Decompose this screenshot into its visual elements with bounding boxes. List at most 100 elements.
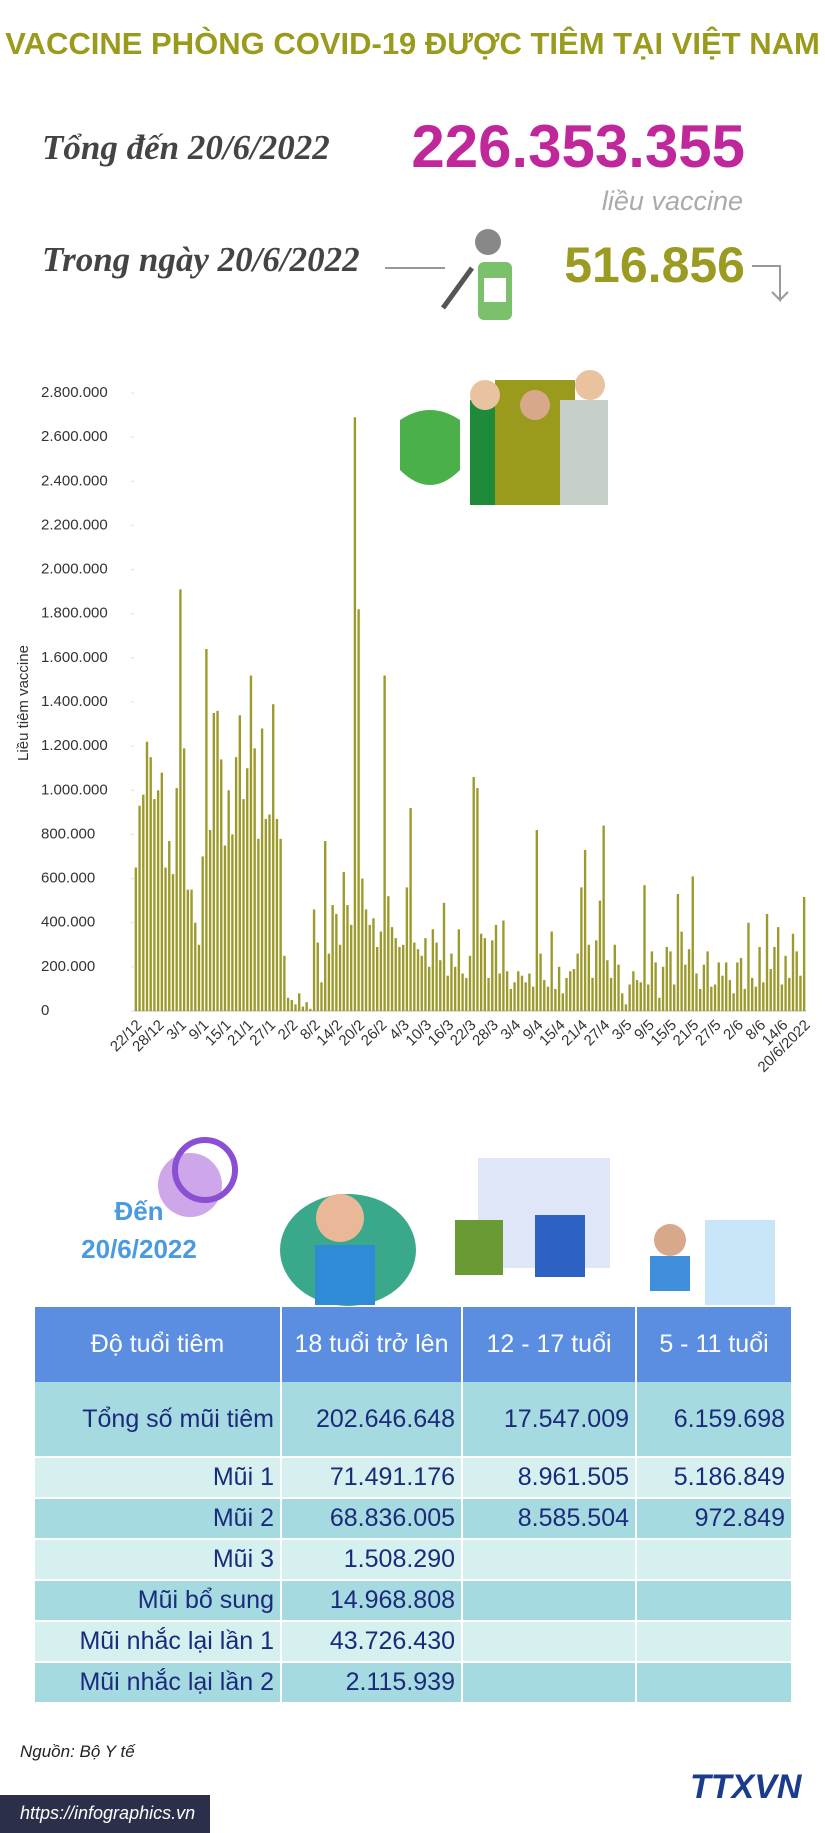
- bar: [483, 938, 487, 1011]
- table-row: Mũi nhắc lại lần 2 2.115.939: [35, 1662, 793, 1704]
- bar: [324, 841, 327, 1011]
- value-cell: 972.849: [636, 1498, 793, 1540]
- bar: [145, 741, 149, 1011]
- bar: [357, 609, 360, 1011]
- bar: [487, 977, 490, 1011]
- y-tick-label: 1.800.000: [41, 605, 108, 622]
- x-tick-label: 27/4: [581, 1017, 614, 1050]
- row-label: Mũi nhắc lại lần 2: [35, 1662, 282, 1704]
- bar: [405, 887, 409, 1011]
- bar: [212, 713, 216, 1011]
- bar: [717, 962, 720, 1011]
- bar: [446, 975, 449, 1011]
- bar: [439, 960, 442, 1011]
- bar: [134, 867, 138, 1011]
- bar: [799, 975, 802, 1011]
- bar: [543, 980, 546, 1011]
- as-of-label: Đến: [114, 1196, 164, 1226]
- bar: [268, 814, 271, 1011]
- bar: [769, 969, 772, 1011]
- bar: [569, 971, 572, 1011]
- bar: [327, 953, 331, 1011]
- value-cell: 17.547.009: [462, 1382, 637, 1458]
- value-cell: [636, 1621, 793, 1663]
- bar: [275, 818, 279, 1011]
- table-row: Mũi 1 71.491.176 8.961.505 5.186.849: [35, 1457, 793, 1499]
- bar: [479, 933, 483, 1011]
- bar: [465, 977, 468, 1011]
- bar: [632, 971, 635, 1011]
- header-cell: 5 - 11 tuổi: [636, 1307, 793, 1382]
- bar: [476, 788, 479, 1011]
- value-cell: [636, 1580, 793, 1622]
- y-tick-label: 2.600.000: [41, 428, 108, 445]
- y-tick-label: 200.000: [41, 958, 95, 975]
- logo: TTXVN: [690, 1768, 802, 1806]
- bar: [565, 977, 568, 1011]
- bar: [591, 977, 594, 1011]
- bar: [780, 984, 784, 1011]
- bar: [231, 834, 234, 1011]
- bar: [171, 874, 175, 1011]
- bar: [305, 1002, 308, 1011]
- bar: [335, 913, 338, 1011]
- bar: [491, 940, 494, 1011]
- bar: [301, 1006, 305, 1011]
- bar: [216, 710, 219, 1011]
- header-cell: Độ tuổi tiêm: [35, 1307, 282, 1382]
- bar: [698, 988, 702, 1011]
- bar: [784, 955, 787, 1011]
- bar: [350, 924, 353, 1011]
- y-tick-label: 2.000.000: [41, 561, 108, 578]
- total-unit: liều vaccine: [601, 186, 743, 216]
- bar: [194, 922, 197, 1011]
- source: Nguồn: Bộ Y tế: [20, 1742, 135, 1761]
- value-cell: [636, 1539, 793, 1581]
- bar: [346, 905, 349, 1011]
- value-cell: [462, 1662, 637, 1704]
- bar: [687, 949, 691, 1011]
- bar: [283, 955, 286, 1011]
- bar: [531, 986, 535, 1011]
- bar: [286, 997, 290, 1011]
- title: VACCINE PHÒNG COVID-19 ĐƯỢC TIÊM TẠI VIỆ…: [5, 26, 820, 61]
- bar: [739, 958, 743, 1011]
- bar: [658, 997, 661, 1011]
- bar: [628, 984, 631, 1011]
- bar: [587, 944, 590, 1011]
- header-cell: 18 tuổi trở lên: [281, 1307, 463, 1382]
- bar: [149, 757, 152, 1011]
- total-label: Tổng đến 20/6/2022: [42, 128, 330, 167]
- y-tick-label: 2.400.000: [41, 472, 108, 489]
- bar: [684, 964, 687, 1011]
- bar: [650, 951, 654, 1011]
- bar: [142, 794, 145, 1011]
- bar: [260, 728, 264, 1011]
- bar: [513, 982, 516, 1011]
- bar: [294, 1004, 297, 1011]
- bar: [643, 885, 646, 1011]
- bar: [160, 772, 164, 1011]
- bar: [661, 966, 665, 1011]
- bar: [431, 929, 435, 1011]
- bar: [546, 986, 550, 1011]
- bar: [156, 790, 160, 1011]
- y-axis-label: Liều tiêm vaccine: [15, 645, 32, 761]
- bar: [290, 999, 293, 1011]
- bar: [298, 993, 301, 1011]
- x-tick-label: 28/3: [469, 1017, 502, 1050]
- bar: [387, 896, 390, 1011]
- bar: [732, 993, 735, 1011]
- bar: [242, 799, 245, 1011]
- bar: [665, 946, 668, 1011]
- bar: [372, 918, 375, 1011]
- bar: [427, 966, 431, 1011]
- value-cell: 202.646.648: [281, 1382, 463, 1458]
- bar: [535, 830, 539, 1011]
- table-row: Mũi 2 68.836.005 8.585.504 972.849: [35, 1498, 793, 1540]
- total-value: 226.353.355: [411, 113, 745, 180]
- bar: [561, 993, 565, 1011]
- bar: [394, 938, 397, 1011]
- bar: [468, 955, 472, 1011]
